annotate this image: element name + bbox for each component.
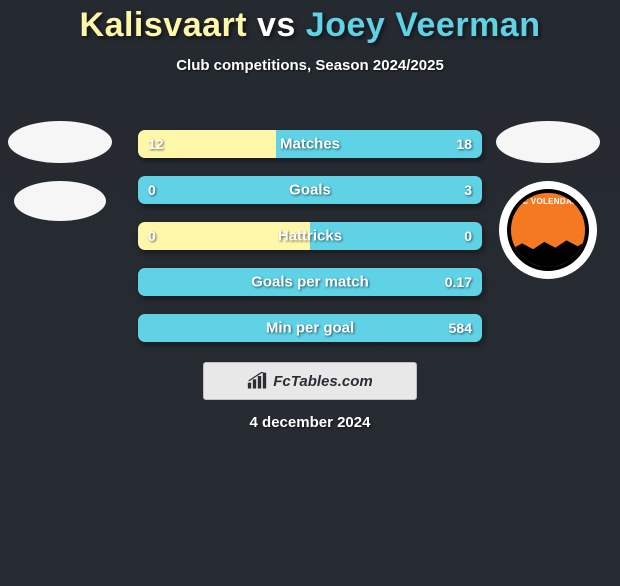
stat-value-left: 0 [148, 228, 156, 244]
player1-avatars [8, 121, 112, 221]
footer-brand-box: FcTables.com [203, 362, 417, 400]
stat-value-right: 0 [464, 228, 472, 244]
stat-value-left: 12 [148, 136, 164, 152]
stat-row: Matches12 18 [138, 130, 482, 158]
player1-avatar-placeholder [8, 121, 112, 163]
stat-value-right: 584 [449, 320, 472, 336]
stat-label: Matches [138, 136, 482, 153]
stat-value-right: 0.17 [445, 274, 472, 290]
player1-name: Kalisvaart [80, 6, 248, 44]
club-badge-text: FC VOLENDAM [511, 197, 585, 206]
date-text: 4 december 2024 [0, 414, 620, 431]
stat-label: Goals per match [138, 274, 482, 291]
vs-text: vs [247, 6, 306, 44]
player1-club-placeholder [14, 181, 106, 221]
stat-value-left: 0 [148, 182, 156, 198]
stat-label: Hattricks [138, 228, 482, 245]
stat-value-right: 3 [464, 182, 472, 198]
comparison-title: Kalisvaart vs Joey Veerman [0, 6, 620, 45]
stat-row: Min per goal584 [138, 314, 482, 342]
stat-row: Goals per match0.17 [138, 268, 482, 296]
club-badge-inner: FC VOLENDAM [507, 189, 589, 271]
stat-label: Goals [138, 182, 482, 199]
player2-avatars: FC VOLENDAM [496, 121, 600, 279]
stat-label: Min per goal [138, 320, 482, 337]
footer-brand-text: FcTables.com [273, 373, 372, 390]
player2-name: Joey Veerman [306, 6, 541, 44]
player2-club-badge: FC VOLENDAM [499, 181, 597, 279]
comparison-bars: Matches1218Goals03Hattricks00Goals per m… [138, 130, 482, 360]
club-badge-wave [511, 237, 585, 267]
subtitle: Club competitions, Season 2024/2025 [0, 57, 620, 74]
player2-avatar-placeholder [496, 121, 600, 163]
chart-icon [247, 372, 267, 390]
stat-row: Goals0 3 [138, 176, 482, 204]
stat-value-right: 18 [456, 136, 472, 152]
stat-row: Hattricks0 0 [138, 222, 482, 250]
